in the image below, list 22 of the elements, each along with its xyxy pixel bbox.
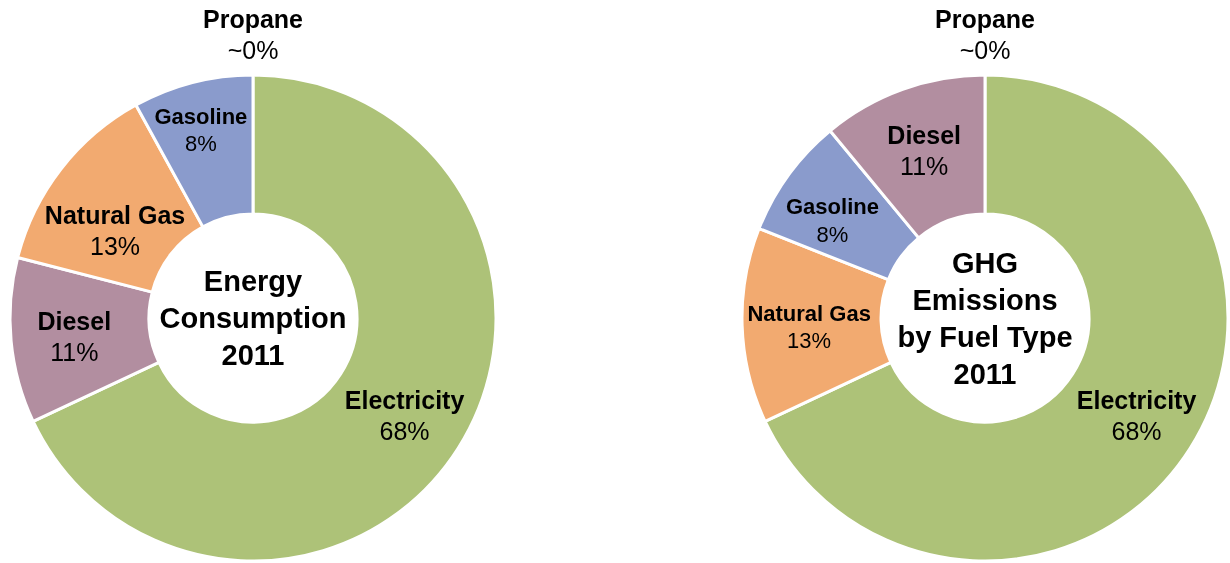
data-label: 68%	[379, 417, 430, 446]
slice-label: Gasoline	[786, 194, 879, 220]
text: ~0%	[959, 36, 1011, 64]
data-label: 13%	[787, 327, 832, 353]
slice-label: Gasoline	[154, 103, 248, 129]
data-label: 68%	[1111, 417, 1162, 446]
slice-label: Natural Gas	[747, 300, 871, 326]
data-label: 8%	[185, 130, 217, 156]
slice-label: Diesel	[887, 121, 962, 150]
text: Energy Consumption 2011	[159, 265, 347, 371]
data-label: 11%	[900, 152, 949, 181]
category-label: Propane	[202, 5, 304, 33]
slice-label: Diesel	[37, 306, 112, 335]
data-label: 8%	[816, 221, 849, 247]
data-label: 13%	[90, 232, 141, 261]
slice-label: Electricity	[344, 386, 465, 415]
category-label: Propane	[934, 5, 1036, 33]
text: GHG Emissions by Fuel Type 2011	[897, 246, 1073, 390]
text: ~0%	[227, 36, 279, 64]
slice-label: Electricity	[1076, 386, 1197, 415]
data-label: 11%	[50, 337, 99, 366]
slice-label: Natural Gas	[44, 201, 186, 230]
